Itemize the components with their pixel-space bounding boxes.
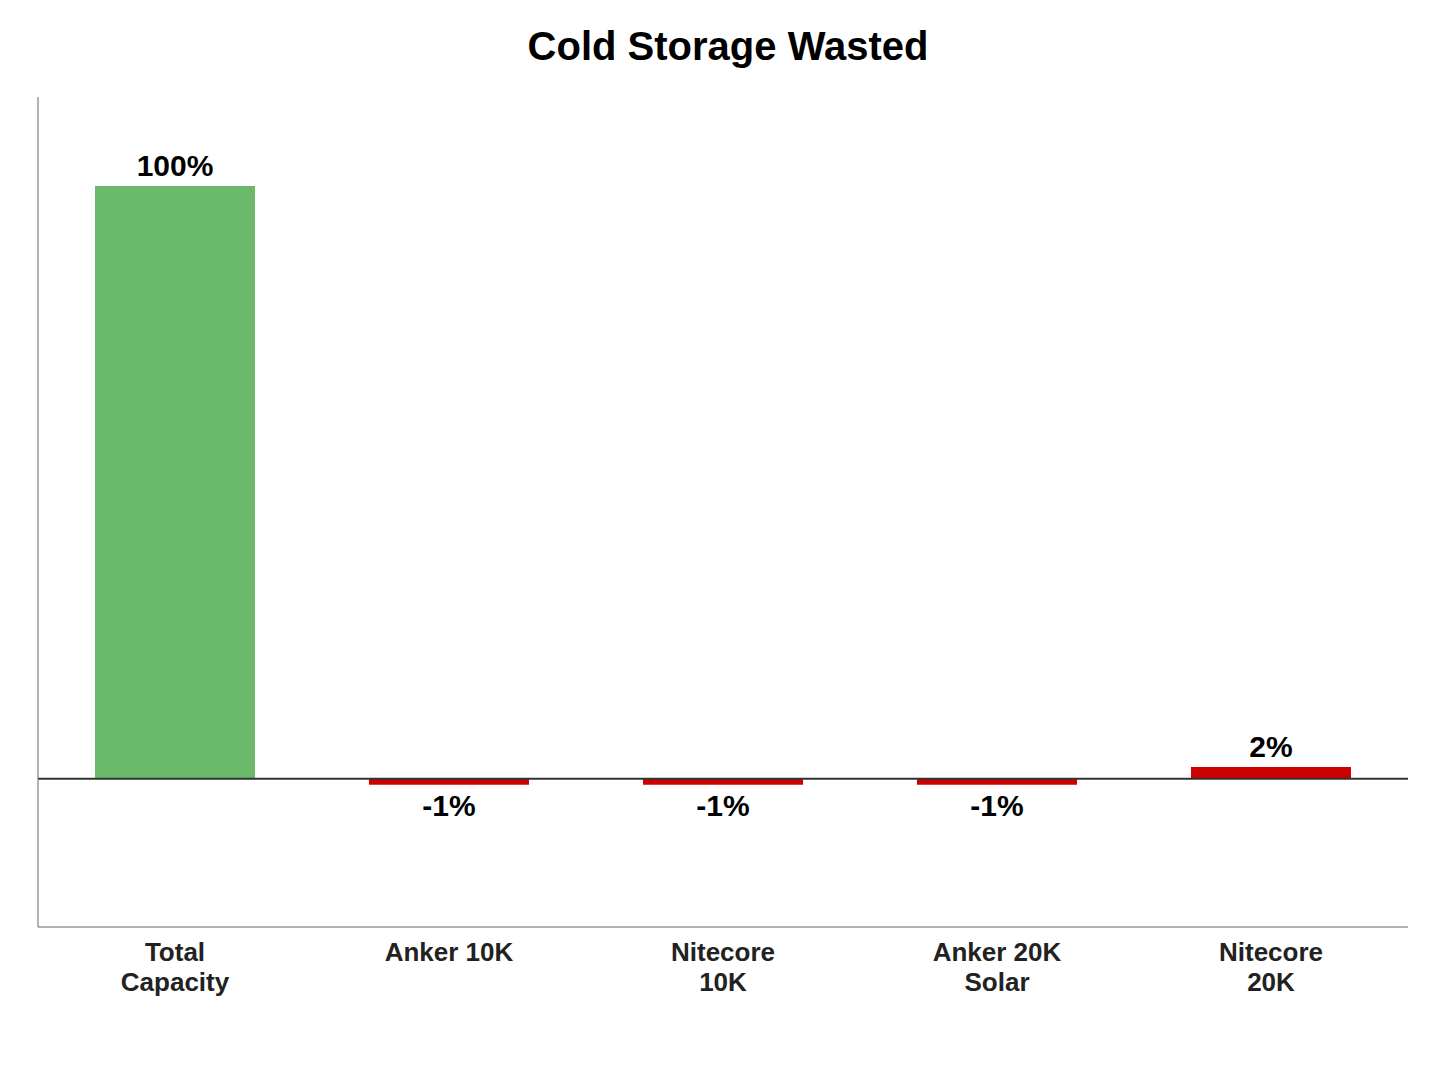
svg-text:Nitecore20K: Nitecore20K [1219,937,1323,997]
svg-text:-1%: -1% [970,789,1023,822]
svg-text:Nitecore10K: Nitecore10K [671,937,775,997]
svg-text:Anker 10K: Anker 10K [385,937,514,967]
svg-text:2%: 2% [1249,730,1292,763]
html-text:Cold Storage Wasted: Cold Storage Wasted [527,24,929,68]
svg-text:-1%: -1% [696,789,749,822]
svg-text:-1%: -1% [422,789,475,822]
svg-text:100%: 100% [137,149,214,182]
svg-text:Anker 20KSolar: Anker 20KSolar [933,937,1062,997]
svg-text:TotalCapacity: TotalCapacity [121,937,230,997]
